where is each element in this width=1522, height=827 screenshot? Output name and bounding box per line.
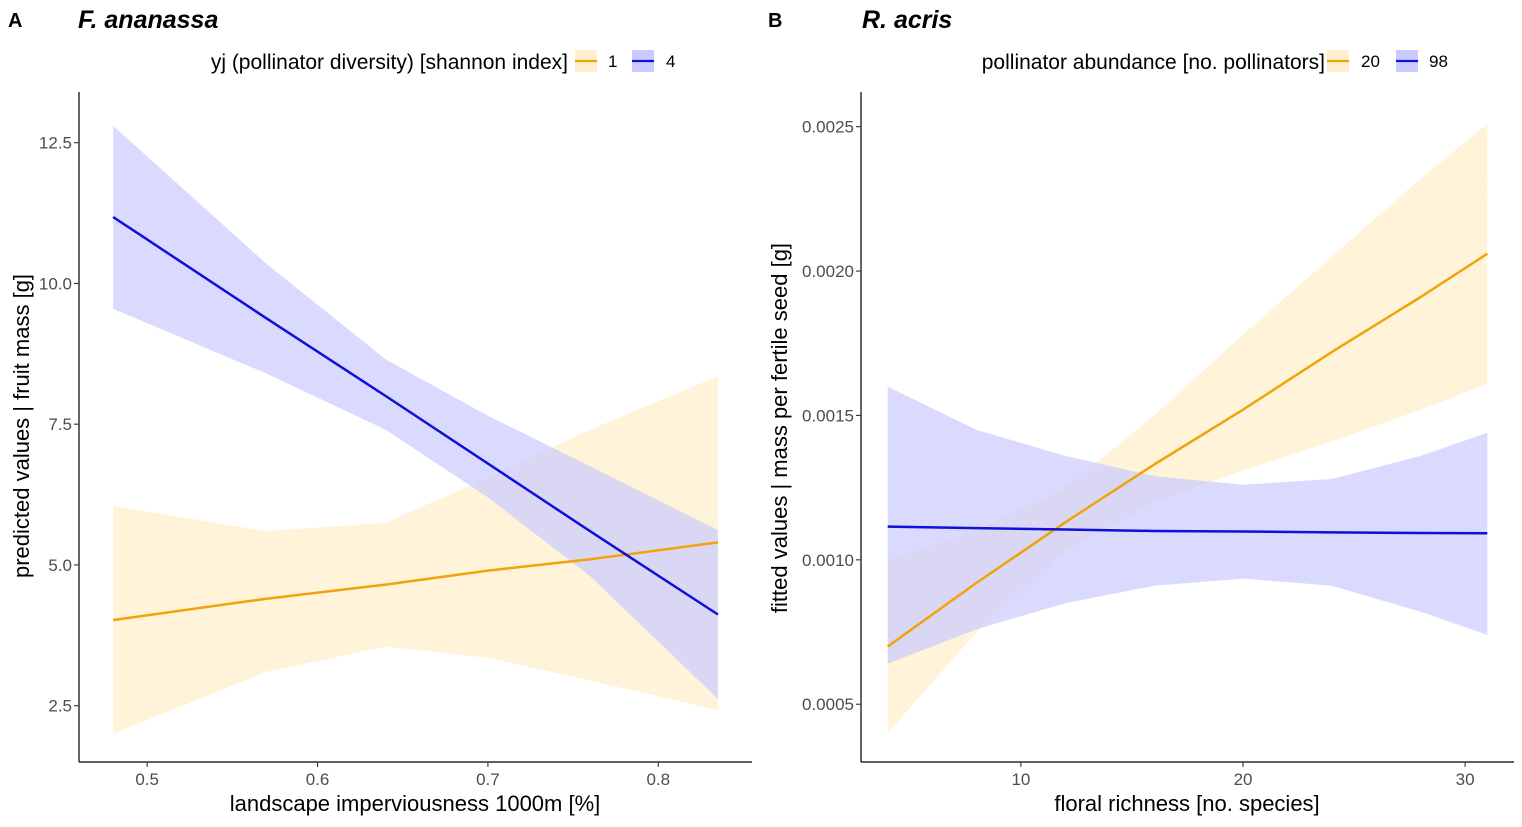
confidence-band-blue-a bbox=[113, 125, 718, 699]
confidence-band-orange-b bbox=[887, 123, 1488, 734]
y-tick-label-b: 0.0015 bbox=[802, 406, 854, 425]
panel-b-title: R. acris bbox=[862, 6, 952, 34]
series-line-orange-a bbox=[112, 541, 719, 622]
y-tick-label-b: 0.0025 bbox=[802, 118, 854, 137]
panel-a: A F. ananassa yj (pollinator diversity) … bbox=[8, 6, 752, 816]
y-tick-label-a: 5.0 bbox=[48, 556, 72, 575]
panel-b-x-axis-title: floral richness [no. species] bbox=[1054, 791, 1319, 816]
x-tick-label-b: 10 bbox=[1011, 770, 1030, 789]
panel-a-plot: 2.5 5.0 7.5 10.0 12.5 0.5 0.6 0.7 0.8 bbox=[39, 92, 752, 789]
series-line-blue-a bbox=[112, 215, 719, 616]
panel-b-plot: 0.0005 0.0010 0.0015 0.0020 0.0025 10 20 30 bbox=[802, 92, 1514, 789]
x-tick-label-a: 0.7 bbox=[476, 770, 500, 789]
panel-b-legend-label-1: 20 bbox=[1361, 52, 1380, 71]
panel-b-legend-title: pollinator abundance [no. pollinators] bbox=[982, 51, 1325, 74]
panel-b-letter: B bbox=[768, 10, 782, 32]
panel-a-y-axis-title: predicted values | fruit mass [g] bbox=[9, 274, 34, 578]
panel-a-title: F. ananassa bbox=[78, 6, 218, 34]
y-tick-label-a: 12.5 bbox=[39, 134, 72, 153]
y-tick-label-a: 10.0 bbox=[39, 274, 72, 293]
panel-a-legend-label-2: 4 bbox=[666, 52, 675, 71]
panel-a-legend-title: yj (pollinator diversity) [shannon index… bbox=[211, 51, 568, 74]
panel-b-legend: pollinator abundance [no. pollinators] 2… bbox=[982, 50, 1448, 74]
y-tick-label-a: 2.5 bbox=[48, 697, 72, 716]
y-tick-label-b: 0.0020 bbox=[802, 262, 854, 281]
panel-b-y-axis-title: fitted values | mass per fertile seed [g… bbox=[767, 243, 792, 613]
confidence-band-blue-b bbox=[887, 386, 1488, 664]
panel-a-x-axis-title: landscape imperviousness 1000m [%] bbox=[230, 791, 601, 816]
series-line-blue-b bbox=[887, 525, 1488, 535]
y-tick-label-a: 7.5 bbox=[48, 415, 72, 434]
x-tick-label-a: 0.8 bbox=[646, 770, 670, 789]
y-tick-label-b: 0.0010 bbox=[802, 551, 854, 570]
panel-b: B R. acris pollinator abundance [no. pol… bbox=[767, 6, 1514, 816]
x-tick-label-a: 0.5 bbox=[135, 770, 159, 789]
panel-a-legend-label-1: 1 bbox=[608, 52, 617, 71]
panel-b-legend-label-2: 98 bbox=[1429, 52, 1448, 71]
x-tick-label-b: 30 bbox=[1456, 770, 1475, 789]
panel-a-letter: A bbox=[8, 10, 22, 32]
x-tick-label-a: 0.6 bbox=[306, 770, 330, 789]
series-line-orange-b bbox=[886, 252, 1488, 648]
y-tick-label-b: 0.0005 bbox=[802, 695, 854, 714]
panel-a-legend: yj (pollinator diversity) [shannon index… bbox=[211, 50, 675, 74]
x-tick-label-b: 20 bbox=[1234, 770, 1253, 789]
